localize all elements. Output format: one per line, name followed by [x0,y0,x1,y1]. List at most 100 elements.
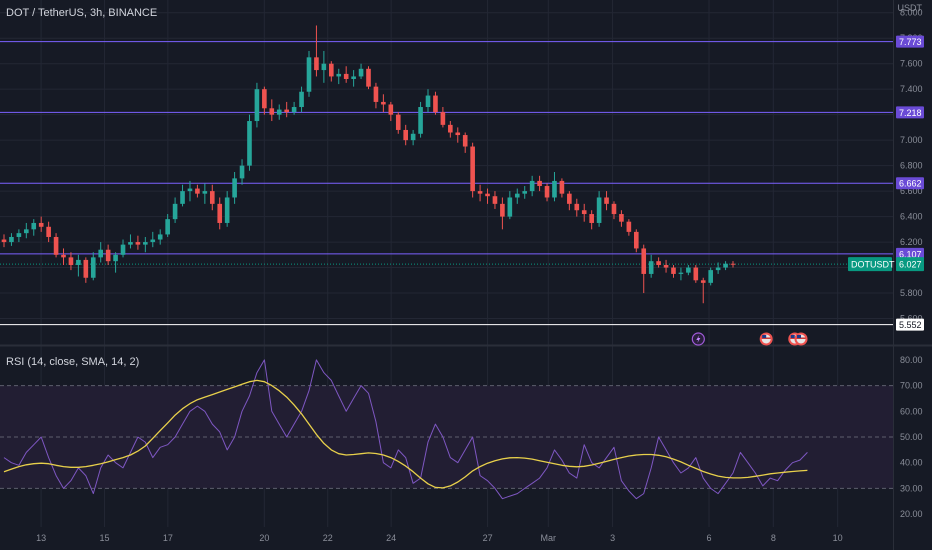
rsi-pane-title: RSI (14, close, SMA, 14, 2) [6,356,140,368]
candle-body [217,203,223,223]
candle-body [388,104,394,115]
candle-body [381,101,386,105]
candle-body [46,226,51,237]
candle-body [619,214,624,222]
candle-body [500,203,505,217]
candle-body [455,132,461,136]
level-label: 6.107 [899,249,922,259]
candle-body [90,257,96,278]
candle-body [544,186,550,198]
candle-body [276,109,282,115]
rsi-tick-label: 40.00 [900,458,923,468]
candle-body [656,261,661,266]
candle-body [187,188,193,192]
date-tick-label: Mar [541,533,557,543]
candle-body [723,263,728,268]
rsi-ma-line [3,379,808,489]
date-tick-label: 22 [323,533,333,543]
candle-body [358,68,364,77]
level-label-box [896,177,924,190]
candle-body [254,89,260,122]
date-tick-label: 8 [771,533,776,543]
rsi-tick-label: 30.00 [900,483,923,493]
date-tick-label: 13 [36,533,46,543]
candle-body [604,197,609,204]
candle-body [291,107,297,113]
level-label-box [896,318,924,331]
candle-body [403,129,408,141]
candle-body [440,112,446,125]
candle-body [418,107,423,134]
candle-body [239,165,245,179]
candle-body [395,114,401,130]
candle-body [678,272,684,274]
price-tick-label: 7.400 [900,84,923,94]
level-label: 6.662 [899,179,922,189]
rsi-tick-label: 60.00 [900,406,923,416]
candle-body [120,244,126,255]
candle-body [715,267,721,271]
candle-body [172,203,178,220]
candle-body [165,219,170,235]
candle-body [195,188,200,194]
candle-body [693,267,699,281]
symbol-badge-label: DOTUSDT [851,260,895,270]
candle-body [433,95,438,113]
date-tick-label: 15 [99,533,109,543]
candle-body [321,63,327,71]
candle-body [135,242,141,245]
chart-title: DOT / TetherUS, 3h, BINANCE [6,7,158,19]
candle-body [611,203,617,215]
rsi-tick-label: 80.00 [900,355,923,365]
candle-body [448,124,453,133]
candle-body [537,180,542,187]
price-tick-label: 6.600 [900,186,923,196]
rsi-tick-label: 20.00 [900,509,923,519]
candle-body [150,239,156,243]
candle-body [581,210,587,215]
price-tick-label: 8.000 [900,8,923,18]
candle-body [708,270,713,283]
candle-body [61,254,66,258]
level-label-box [896,106,924,119]
candle-body [589,214,594,223]
candle-body [157,234,163,240]
candle-body [485,193,490,197]
candle-body [462,135,468,147]
candle-body [492,196,498,204]
candle-body [284,109,289,113]
candle-body [38,222,44,227]
level-label: 5.552 [899,320,922,330]
candle-body [269,108,275,115]
lightning-glyph [696,335,701,343]
candle-body [224,197,230,223]
candle-body [128,242,133,245]
price-tick-label: 5.600 [900,314,923,324]
current-price-label: 6.027 [899,260,922,270]
price-tick-label: 6.400 [900,212,923,222]
candle-body [329,63,334,77]
candle-body [232,178,237,198]
candle-body [113,254,118,262]
candle-body [477,191,483,194]
candle-body [686,267,691,273]
price-tick-label: 6.800 [900,161,923,171]
candle-body [68,257,74,266]
price-tick-label: 7.000 [900,135,923,145]
candle-body [567,193,572,204]
level-label-box [896,35,924,48]
candle-body [336,73,342,77]
flag-canton [762,335,767,338]
date-tick-label: 10 [833,533,843,543]
candle-body [574,203,580,211]
candle-body [299,91,304,108]
candle-body [529,180,535,192]
candle-body [202,191,208,194]
level-label: 7.773 [899,37,922,47]
candle-body [83,259,89,278]
candle-body [648,261,654,274]
candle-body [410,133,416,141]
candle-body [425,95,431,108]
